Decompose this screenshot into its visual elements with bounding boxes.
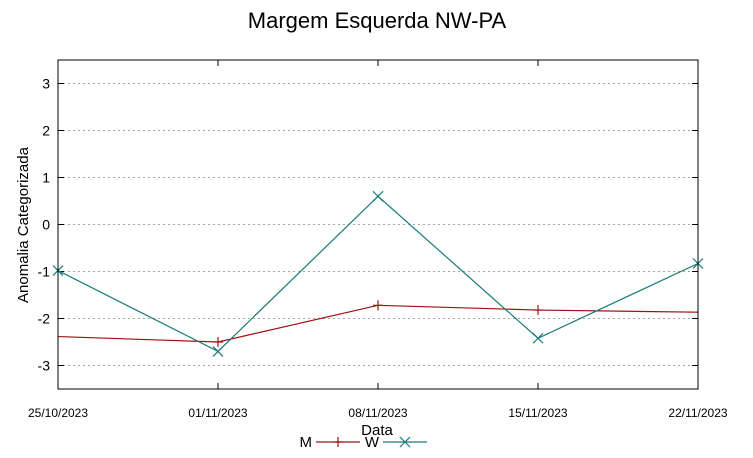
data-point-M (533, 305, 543, 316)
data-point-W-d2 (372, 190, 384, 202)
legend-label-M: M (300, 434, 313, 451)
series-layer (52, 190, 704, 357)
data-point-W-d2 (212, 345, 224, 357)
legend-marker-W (399, 436, 411, 448)
series-line-M (58, 304, 698, 343)
x-tick-label: 08/11/2023 (348, 406, 407, 420)
plot-frame (57, 59, 699, 390)
y-tick-label: -3 (38, 358, 51, 374)
series-line-W (58, 195, 698, 353)
y-tick-label: -2 (38, 311, 51, 327)
data-point-W (212, 345, 224, 357)
data-point-W (372, 190, 384, 202)
y-tick-label: 2 (42, 123, 50, 139)
y-tick-label: 3 (42, 76, 50, 92)
legend-marker-W-d2 (399, 436, 411, 448)
data-point-M (213, 337, 223, 347)
x-tick-label: 15/11/2023 (508, 406, 567, 420)
series-W (58, 195, 698, 353)
legend-label-W: W (365, 434, 380, 451)
series-M (58, 304, 698, 343)
x-tick-label: 25/10/2023 (28, 406, 88, 420)
y-tick-label: -1 (38, 264, 51, 280)
y-tick-label: 1 (42, 170, 50, 186)
gridlines (58, 83, 698, 366)
y-axis-label: Anomalia Categorizada (15, 146, 32, 303)
data-point-W-d2 (532, 332, 544, 344)
data-point-M (373, 300, 383, 311)
x-axis-label: Data (361, 422, 393, 439)
y-tick-label: 0 (42, 217, 50, 233)
legend-marker-M (333, 437, 343, 447)
x-tick-label: 22/11/2023 (668, 406, 727, 420)
data-point-W (532, 332, 544, 344)
x-tick-label: 01/11/2023 (188, 406, 247, 420)
chart-title: Margem Esquerda NW-PA (248, 8, 507, 33)
x-axis-ticks: 25/10/2023 01/11/2023 08/11/2023 15/11/2023… (28, 60, 728, 420)
